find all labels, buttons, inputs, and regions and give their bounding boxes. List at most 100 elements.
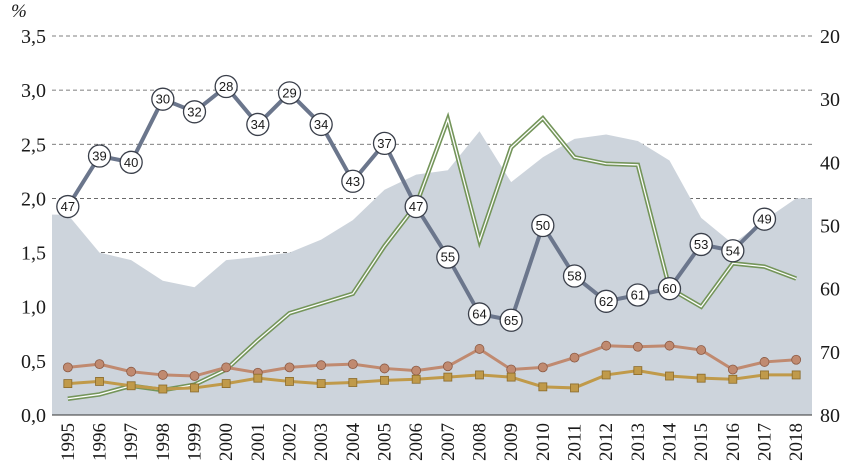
- yellow-series-point: [126, 381, 136, 391]
- rank-data-label: 34: [314, 117, 328, 132]
- yellow-series-point: [791, 370, 801, 380]
- red-series-point: [601, 340, 612, 351]
- yellow-series-point: [158, 384, 168, 394]
- x-tick-label: 2008: [470, 423, 491, 461]
- left-tick-label: 3,5: [21, 26, 46, 48]
- rank-point: [246, 112, 270, 137]
- rank-point: [56, 194, 80, 219]
- yellow-series-point: [253, 373, 263, 383]
- right-tick-label: 50: [820, 216, 840, 238]
- yellow-series-point: [380, 375, 389, 385]
- x-tick-label: 1997: [121, 423, 142, 461]
- red-series-point: [442, 361, 453, 372]
- x-tick-label: 1996: [90, 423, 111, 461]
- rank-data-label: 39: [92, 149, 106, 164]
- x-tick-label: 2014: [660, 423, 681, 462]
- rank-point: [467, 302, 492, 326]
- right-tick-label: 30: [820, 89, 840, 111]
- red-series-point: [411, 365, 422, 376]
- x-tick-label: 2012: [596, 423, 617, 461]
- red-series-point: [569, 352, 580, 363]
- rank-point: [404, 194, 428, 219]
- yellow-series-point: [506, 372, 516, 382]
- x-tick-label: 2009: [501, 423, 522, 461]
- red-series-point: [284, 362, 295, 373]
- yellow-series-point: [443, 372, 453, 382]
- red-series-point: [157, 370, 168, 380]
- rank-data-label: 32: [187, 104, 201, 119]
- rank-point: [689, 232, 713, 257]
- left-tick-label: 3,0: [21, 80, 46, 102]
- x-tick-label: 2010: [533, 423, 554, 461]
- x-tick-label: 2015: [691, 423, 712, 461]
- rank-data-label: 55: [441, 250, 455, 265]
- rank-point: [626, 283, 650, 307]
- yellow-series-point: [760, 370, 769, 380]
- rank-data-label: 47: [409, 199, 423, 214]
- left-tick-label: 1,5: [21, 243, 46, 265]
- rank-data-label: 58: [567, 269, 581, 284]
- yellow-series-point: [728, 374, 738, 384]
- yellow-series-point: [316, 379, 326, 388]
- right-tick-label: 40: [820, 152, 840, 174]
- x-tick-label: 1999: [185, 423, 206, 461]
- red-series-point: [632, 341, 643, 352]
- x-tick-label: 2013: [628, 423, 649, 461]
- left-tick-label: 2,0: [21, 188, 46, 210]
- rank-data-label: 49: [757, 212, 771, 227]
- red-series-point: [189, 371, 200, 381]
- yellow-series-point: [411, 374, 421, 384]
- rank-point: [752, 207, 777, 231]
- rank-data-label: 62: [599, 294, 613, 309]
- yellow-series-point: [95, 377, 104, 386]
- x-tick-label: 1995: [58, 423, 79, 461]
- yellow-series-point: [538, 382, 548, 392]
- red-series-point: [696, 345, 707, 355]
- red-series-point: [537, 362, 548, 373]
- rank-data-label: 60: [662, 281, 676, 296]
- area-layer: [52, 131, 812, 415]
- x-tick-label: 2018: [786, 423, 807, 461]
- yellow-series-point: [570, 383, 579, 393]
- yellow-series-point: [190, 383, 199, 393]
- x-tick-label: 2003: [311, 423, 332, 461]
- rank-point: [151, 87, 175, 111]
- rank-point: [87, 144, 112, 168]
- right-tick-label: 60: [820, 279, 840, 301]
- rank-data-label: 29: [282, 85, 296, 100]
- rank-point: [309, 112, 333, 137]
- yellow-series-point: [475, 370, 484, 380]
- red-series-point: [221, 362, 232, 373]
- rank-data-label: 54: [726, 243, 740, 258]
- rank-point: [531, 213, 555, 238]
- rank-point: [436, 245, 460, 269]
- rank-data-label: 34: [251, 117, 265, 132]
- area-series: [52, 131, 812, 415]
- red-series-point: [347, 359, 358, 370]
- rank-point: [277, 81, 302, 105]
- red-series-point: [664, 340, 675, 351]
- rank-data-label: 50: [536, 218, 550, 233]
- x-tick-label: 2000: [216, 423, 237, 461]
- rank-data-label: 28: [219, 79, 233, 94]
- yellow-series-point: [348, 378, 358, 387]
- yellow-series-point: [601, 370, 611, 380]
- rank-point: [182, 100, 207, 124]
- red-series-point: [62, 362, 73, 373]
- yellow-series-point: [221, 379, 231, 388]
- rank-point: [657, 277, 682, 301]
- yellow-series-point: [285, 377, 294, 386]
- rank-point: [721, 239, 745, 263]
- rank-point: [499, 308, 523, 332]
- rank-layer: 47 39 40 30 32 28 34 29 34 43 37 47 55 64 65 50 58 62 61 60…: [56, 74, 777, 332]
- yellow-series-point: [633, 366, 643, 376]
- red-series-point: [791, 354, 802, 365]
- rank-point: [594, 289, 618, 313]
- rank-data-label: 43: [346, 174, 360, 189]
- unit-label: %: [11, 1, 27, 22]
- yellow-series-point: [696, 373, 706, 383]
- x-tick-label: 2004: [343, 423, 364, 462]
- red-series-line: [67, 344, 797, 378]
- x-tick-label: 2005: [375, 423, 396, 461]
